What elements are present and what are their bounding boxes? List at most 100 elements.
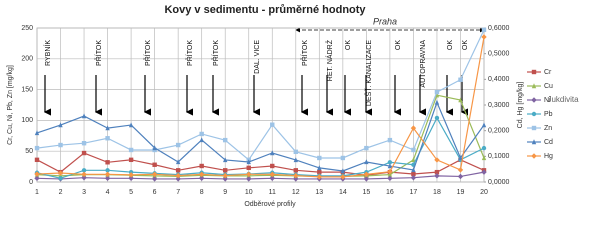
point — [198, 171, 205, 177]
legend-marker — [531, 83, 537, 89]
legend-label: Cu — [544, 83, 553, 90]
y2-tick-label: 0,6000 — [488, 25, 510, 32]
x-tick-label: 20 — [480, 189, 488, 196]
point — [434, 99, 440, 105]
point — [223, 157, 228, 163]
chart-title: Kovy v sedimentu - průměrné hodnoty — [164, 4, 366, 16]
series-line — [36, 29, 485, 161]
point — [104, 175, 111, 182]
point — [411, 157, 416, 163]
point — [458, 155, 463, 161]
point — [434, 169, 440, 175]
point — [387, 160, 393, 165]
point — [58, 176, 63, 181]
point — [270, 163, 275, 169]
point — [152, 162, 157, 167]
annotation: RYBNÍK — [43, 40, 52, 66]
point — [411, 167, 416, 173]
point — [434, 115, 440, 121]
point — [340, 155, 346, 161]
point — [340, 168, 346, 174]
point — [387, 175, 393, 182]
point — [128, 175, 134, 182]
y2-tick-label: 0,5000 — [488, 51, 510, 58]
point — [293, 176, 299, 182]
y-tick-label: 200 — [21, 56, 33, 63]
annotation: PŘÍTOK — [185, 40, 194, 66]
point — [434, 89, 440, 95]
point — [246, 159, 251, 165]
x-tick-label: 8 — [200, 189, 204, 196]
point — [270, 122, 275, 127]
annotation: PŘÍTOK — [94, 40, 103, 66]
legend-label: Hg — [544, 153, 553, 160]
point — [81, 171, 87, 177]
annotation: OK — [462, 40, 469, 50]
x-tick-label: 2 — [59, 189, 63, 196]
point — [317, 155, 322, 161]
point — [175, 172, 181, 179]
point — [293, 149, 298, 155]
point — [34, 130, 40, 136]
legend-marker — [531, 97, 537, 103]
annotation: PŘÍTOK — [211, 40, 220, 66]
point — [34, 157, 40, 163]
point — [317, 165, 322, 171]
legend-label: Zn — [544, 125, 552, 132]
point — [246, 171, 252, 177]
point — [222, 172, 228, 179]
point — [81, 174, 87, 181]
point — [199, 137, 204, 143]
y2-tick-label: 0,4000 — [488, 76, 510, 83]
point — [434, 173, 440, 179]
point — [434, 157, 440, 163]
point — [105, 168, 110, 173]
point — [175, 168, 181, 173]
point — [481, 169, 487, 175]
x-tick-label: 7 — [176, 189, 180, 196]
series-line — [36, 152, 485, 176]
point — [81, 113, 87, 119]
point — [199, 163, 204, 169]
annotation: DEŠŤ. KANALIZACE — [364, 40, 373, 106]
point — [270, 150, 275, 156]
legend-marker — [531, 125, 537, 131]
x-tick-label: 9 — [223, 189, 227, 196]
y-tick-label: 250 — [21, 25, 33, 32]
point — [198, 175, 205, 182]
series-line — [36, 94, 485, 178]
point — [105, 125, 110, 131]
x-tick-label: 6 — [153, 189, 157, 196]
point — [317, 169, 322, 175]
point — [246, 176, 252, 182]
point — [387, 137, 393, 143]
legend-marker — [531, 139, 537, 145]
point — [34, 145, 40, 151]
point — [175, 159, 181, 165]
region-label: Praha — [373, 16, 397, 26]
point — [363, 176, 370, 182]
x-tick-label: 18 — [433, 189, 441, 196]
series-line — [36, 116, 485, 179]
x-tick-label: 13 — [315, 189, 323, 196]
point — [481, 145, 487, 151]
point — [81, 168, 87, 173]
point — [246, 165, 251, 171]
point — [293, 157, 298, 163]
y-tick-label: 50 — [25, 148, 33, 155]
point — [175, 176, 181, 182]
x-tick-label: 15 — [362, 189, 370, 196]
annotation: OK — [395, 40, 402, 50]
point — [222, 176, 228, 182]
point — [151, 171, 158, 177]
point — [128, 122, 134, 128]
annotation: RET. NÁDRŽ — [325, 39, 334, 81]
point — [293, 168, 298, 173]
point — [57, 170, 64, 176]
chart: Kovy v sedimentu - průměrné hodnoty Odbě… — [7, 4, 579, 208]
point — [364, 145, 369, 151]
point — [58, 122, 63, 128]
point — [411, 171, 416, 177]
point — [457, 173, 464, 180]
point — [223, 137, 228, 143]
